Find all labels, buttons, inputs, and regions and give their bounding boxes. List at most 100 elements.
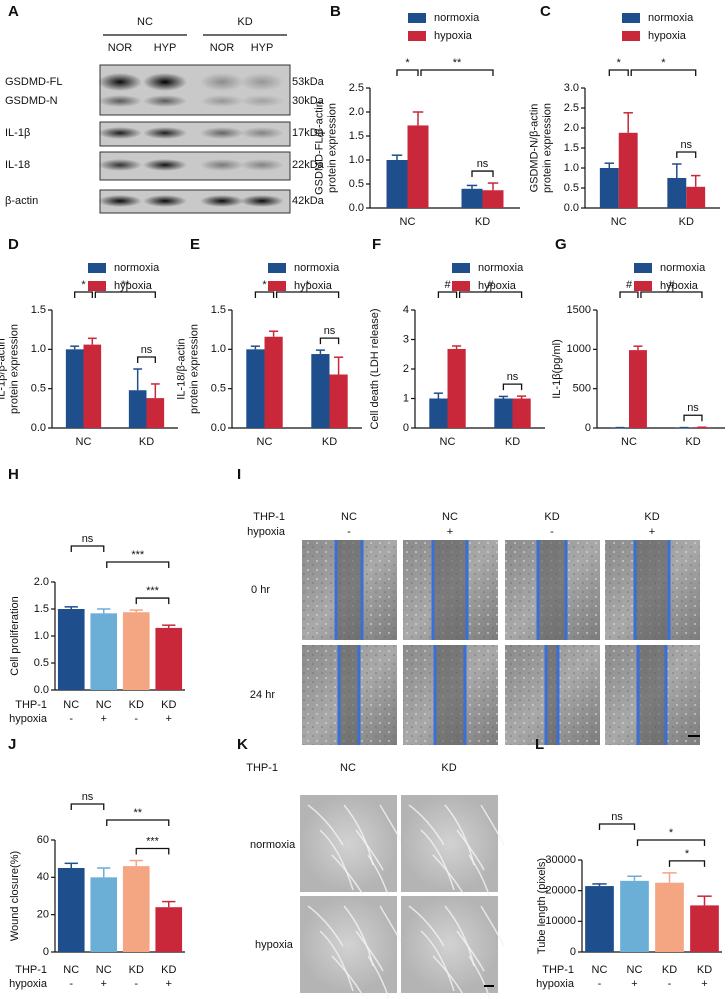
wound-gap [546, 645, 558, 745]
label: K [237, 736, 248, 753]
label: ns [680, 139, 692, 151]
label: * [669, 827, 674, 839]
legend-swatch [268, 281, 286, 291]
label: 1500 [567, 304, 591, 316]
label: # [488, 279, 495, 291]
legend-swatch [622, 13, 640, 23]
band [98, 159, 142, 171]
label: ns [324, 325, 336, 337]
label: 2.0 [564, 122, 579, 134]
label: 2 [403, 363, 409, 375]
label: hypoxia [9, 713, 48, 725]
label: IL-18/β-actin [175, 338, 187, 399]
label: hypoxia [660, 280, 699, 292]
legend-swatch [408, 31, 426, 41]
legend-swatch [88, 281, 106, 291]
label: 0.5 [211, 383, 226, 395]
label: KD [322, 436, 337, 448]
label: * [661, 57, 666, 69]
band [98, 127, 142, 139]
label: hypoxia [9, 978, 48, 990]
label: ns [82, 533, 94, 545]
label: 2.5 [349, 82, 364, 94]
label: hypoxia [255, 939, 294, 951]
label: # [626, 279, 633, 291]
label: # [444, 279, 451, 291]
label: + [631, 978, 637, 990]
label: NC [621, 436, 637, 448]
label: 40 [37, 871, 49, 883]
tube-network [319, 829, 354, 891]
bar [122, 612, 150, 690]
tube-network [432, 955, 465, 997]
significance-bracket [502, 383, 523, 391]
wound-gap [538, 540, 566, 640]
label: KD [544, 511, 559, 523]
legend-swatch [268, 263, 286, 273]
band [200, 195, 244, 207]
significance-bracket [668, 860, 706, 867]
label: 1.5 [31, 304, 46, 316]
tube-network [420, 930, 455, 992]
legend-swatch [634, 263, 652, 273]
label: GSDMD-N/β-actin [528, 104, 540, 193]
band [200, 127, 244, 139]
significance-bracket [630, 69, 697, 76]
significance-bracket [608, 69, 629, 76]
label: hypoxia [648, 30, 687, 42]
label: 3 [403, 333, 409, 345]
label: B [330, 3, 341, 20]
tube-network [319, 930, 354, 992]
tube-network [432, 854, 465, 896]
significance-bracket [636, 839, 706, 846]
label: KD [685, 436, 700, 448]
label: 0 [403, 422, 409, 434]
band [240, 73, 284, 91]
significance-bracket [106, 561, 170, 568]
label: NOR [108, 42, 133, 54]
label: ** [453, 57, 462, 69]
bar [146, 398, 165, 428]
label: NC [627, 964, 643, 976]
bar [447, 348, 466, 428]
legend-swatch [622, 31, 640, 41]
label: *** [131, 549, 145, 561]
label: + [101, 713, 107, 725]
label: KD [139, 436, 154, 448]
label: 0.0 [34, 684, 49, 696]
bar [90, 613, 118, 690]
label: GSDMD-FL [5, 76, 62, 88]
legend-swatch [452, 281, 470, 291]
label: hypoxia [294, 280, 333, 292]
bar [629, 350, 647, 428]
label: F [372, 236, 381, 253]
label: KD [129, 964, 144, 976]
significance-bracket [396, 69, 419, 76]
legend-swatch [408, 13, 426, 23]
significance-bracket [319, 337, 340, 345]
label: ** [121, 279, 130, 291]
label: Wound closure(%) [9, 851, 21, 941]
significance-bracket [70, 803, 105, 810]
label: 500 [573, 383, 591, 395]
significance-bracket [275, 291, 340, 298]
wound-gap [336, 540, 362, 640]
tube-network [307, 804, 344, 846]
label: KD [441, 762, 456, 774]
label: 0.5 [34, 657, 49, 669]
bar [686, 186, 706, 208]
label: IL-1β(pg/ml) [551, 339, 563, 399]
label: - [668, 978, 672, 990]
label: IL-1β/β-actin [0, 338, 7, 400]
legend-swatch [634, 281, 652, 291]
significance-bracket [420, 69, 494, 76]
bar [618, 132, 638, 208]
label: ns [477, 158, 489, 170]
label: HYP [154, 42, 177, 54]
bar [620, 880, 649, 952]
label: 0 [570, 946, 576, 958]
label: NC [76, 436, 92, 448]
label: 2.5 [564, 102, 579, 114]
label: KD [505, 436, 520, 448]
label: 0 hr [251, 584, 270, 596]
